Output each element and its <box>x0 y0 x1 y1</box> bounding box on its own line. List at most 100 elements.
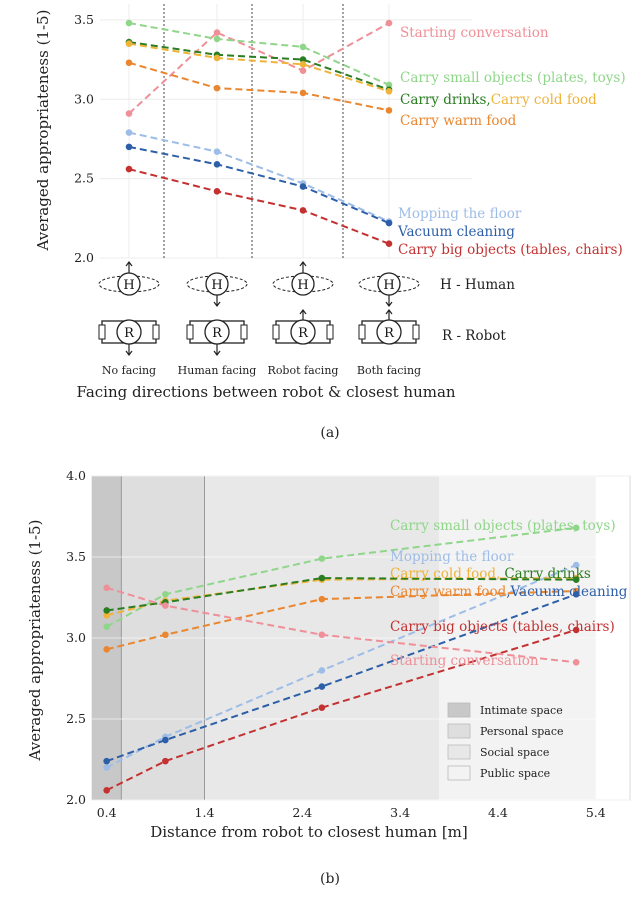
robot-glyph: R <box>212 326 223 341</box>
x-tick-label: 2.4 <box>292 805 312 820</box>
data-point <box>318 631 326 639</box>
x-category-label: Robot facing <box>268 364 339 377</box>
series-label: Starting conversation <box>400 25 549 41</box>
arrow-icon <box>213 344 221 356</box>
data-point <box>299 207 307 214</box>
data-point <box>125 129 133 136</box>
robot-wheel-icon <box>152 324 160 340</box>
data-point <box>213 35 221 43</box>
y-axis-label: Averaged appropriateness (1-5) <box>34 10 52 252</box>
data-point <box>162 757 169 765</box>
series-label: Starting conversation <box>390 653 539 669</box>
data-point <box>125 19 133 27</box>
arrow-icon <box>125 261 133 273</box>
y-tick-label: 2.5 <box>66 711 86 726</box>
data-point <box>385 81 393 89</box>
series-line-carry-big-objects-tables-chairs <box>128 168 390 245</box>
facing-diagram: HR <box>98 261 160 356</box>
series-label: Carry drinks, <box>400 92 491 108</box>
robot-wheel-icon <box>326 324 334 340</box>
data-point <box>572 659 580 666</box>
data-point <box>125 59 133 67</box>
robot-wheel-icon <box>358 324 366 340</box>
data-point <box>299 67 307 74</box>
series-label-combined: Carry drinks,Carry cold food <box>400 92 597 108</box>
series-label: Carry big objects (tables, chairs) <box>398 242 623 258</box>
series-label: Mopping the floor <box>390 549 514 565</box>
y-axis-label: Averaged appropriateness (1-5) <box>26 520 44 762</box>
series-line-starting-conversation <box>128 22 390 115</box>
data-point <box>213 29 221 36</box>
series-label-combined: Carry cold food, Carry drinks <box>390 566 591 582</box>
panel-caption: (b) <box>320 871 340 887</box>
series-line-carry-drinks <box>106 577 577 612</box>
series-label: ,Vacuum cleaning <box>506 584 628 600</box>
series-label: Carry big objects (tables, chairs) <box>390 619 615 635</box>
legend-robot: R - Robot <box>442 328 506 344</box>
x-axis-label: Distance from robot to closest human [m] <box>150 823 468 841</box>
data-point <box>572 524 580 532</box>
robot-wheel-icon <box>240 324 248 340</box>
arrow-icon <box>299 309 307 320</box>
legend-swatch <box>447 723 471 739</box>
data-point <box>125 40 133 47</box>
data-point <box>299 183 307 190</box>
series-line-carry-drinks <box>128 41 390 91</box>
data-point <box>299 89 307 97</box>
series-label: Mopping the floor <box>398 206 522 222</box>
series-line-carry-big-objects-tables-chairs <box>106 628 577 792</box>
facing-diagram: HR <box>272 261 334 345</box>
legend-label: Public space <box>480 767 550 780</box>
data-point <box>103 584 110 592</box>
legend-label: Intimate space <box>480 704 563 717</box>
data-point <box>162 631 169 639</box>
data-point <box>162 736 169 744</box>
series-label-combined: Carry warm food,Vacuum cleaning <box>390 584 628 600</box>
data-point <box>103 786 110 794</box>
chart-b: 2.0 2.5 3.0 3.5 4.0 0.4 1.4 2.4 3.4 4.4 5.4 Average… <box>26 468 631 887</box>
data-point <box>385 219 393 227</box>
data-point <box>213 161 221 168</box>
human-glyph: H <box>123 278 134 293</box>
data-point <box>125 110 133 117</box>
x-tick-label: 0.4 <box>97 805 117 820</box>
series-line-carry-warm-food <box>128 61 390 112</box>
y-tick-label: 2.5 <box>74 171 94 186</box>
series-line-carry-small-objects-plates-toys <box>106 526 577 628</box>
data-point <box>213 148 221 155</box>
legend-swatch <box>447 702 471 718</box>
y-tick-label: 2.0 <box>66 792 86 807</box>
data-point <box>572 590 580 598</box>
data-point <box>213 54 221 62</box>
legend-label: Social space <box>480 746 549 759</box>
panel-caption: (a) <box>320 425 339 441</box>
data-point <box>318 555 326 562</box>
series-line-mopping-the-floor <box>106 564 577 769</box>
y-tick-label: 3.5 <box>66 549 86 564</box>
x-tick-label: 3.4 <box>390 805 410 820</box>
data-point <box>299 43 307 51</box>
data-point <box>299 61 307 68</box>
series-line-vacuum-cleaning <box>128 145 390 224</box>
data-point <box>162 602 169 609</box>
x-tick-label: 4.4 <box>488 805 508 820</box>
arrow-icon <box>385 309 393 320</box>
data-point <box>385 19 393 27</box>
robot-glyph: R <box>124 326 135 341</box>
data-point <box>125 165 133 173</box>
robot-glyph: R <box>384 326 395 341</box>
y-tick-label: 3.0 <box>66 630 86 645</box>
robot-wheel-icon <box>272 324 280 340</box>
legend-label: Personal space <box>480 725 564 738</box>
data-point <box>572 626 580 634</box>
x-category-label: Human facing <box>178 364 257 377</box>
data-point <box>162 590 169 598</box>
series-label: Carry drinks <box>504 566 590 582</box>
data-point <box>299 56 307 63</box>
data-point <box>125 143 133 151</box>
chart-a: 2.0 2.5 3.0 3.5 Averaged appropriateness (1-… <box>34 4 626 441</box>
x-tick-label: 5.4 <box>586 805 606 820</box>
data-point <box>103 623 110 630</box>
arrow-icon <box>213 295 221 307</box>
